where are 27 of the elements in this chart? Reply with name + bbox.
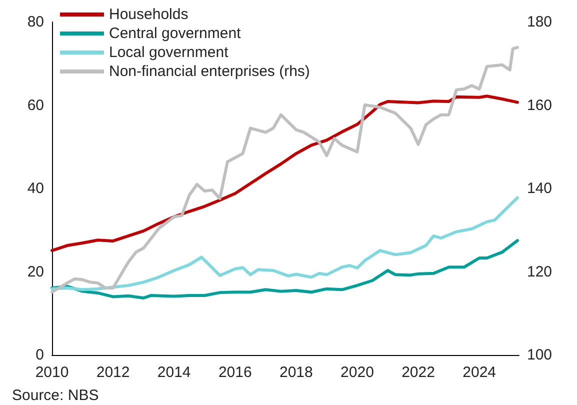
x-tick-label: 2020 — [340, 364, 374, 381]
legend-label: Central government — [109, 25, 242, 42]
y2-tick-label: 140 — [527, 180, 552, 197]
x-tick-label: 2024 — [462, 364, 496, 381]
line-series — [50, 196, 519, 292]
x-tick-label: 2022 — [402, 364, 435, 381]
y2-tick-label: 160 — [527, 96, 552, 114]
x-tick-label: 2012 — [96, 364, 130, 381]
y-tick-label: 80 — [27, 14, 44, 30]
x-tick-label: 2018 — [279, 364, 313, 381]
x-tick-label: 2014 — [157, 364, 191, 381]
line-series — [50, 239, 519, 300]
y-tick-label: 60 — [27, 96, 44, 114]
legend-label: Local government — [109, 44, 230, 61]
x-tick-label: 2016 — [218, 364, 252, 381]
legend-label: Non-financial enterprises (rhs) — [109, 63, 310, 80]
line-series — [50, 94, 519, 252]
y2-tick-label: 180 — [527, 14, 552, 30]
y-tick-label: 0 — [36, 346, 44, 364]
y-tick-label: 20 — [27, 263, 44, 280]
x-tick-label: 2010 — [35, 364, 69, 381]
source-note: Source: NBS — [12, 387, 99, 404]
line-series — [50, 46, 519, 294]
y2-tick-label: 100 — [527, 346, 552, 364]
legend-label: Households — [109, 6, 188, 23]
y2-tick-label: 120 — [527, 263, 552, 280]
y-tick-label: 40 — [27, 180, 44, 197]
